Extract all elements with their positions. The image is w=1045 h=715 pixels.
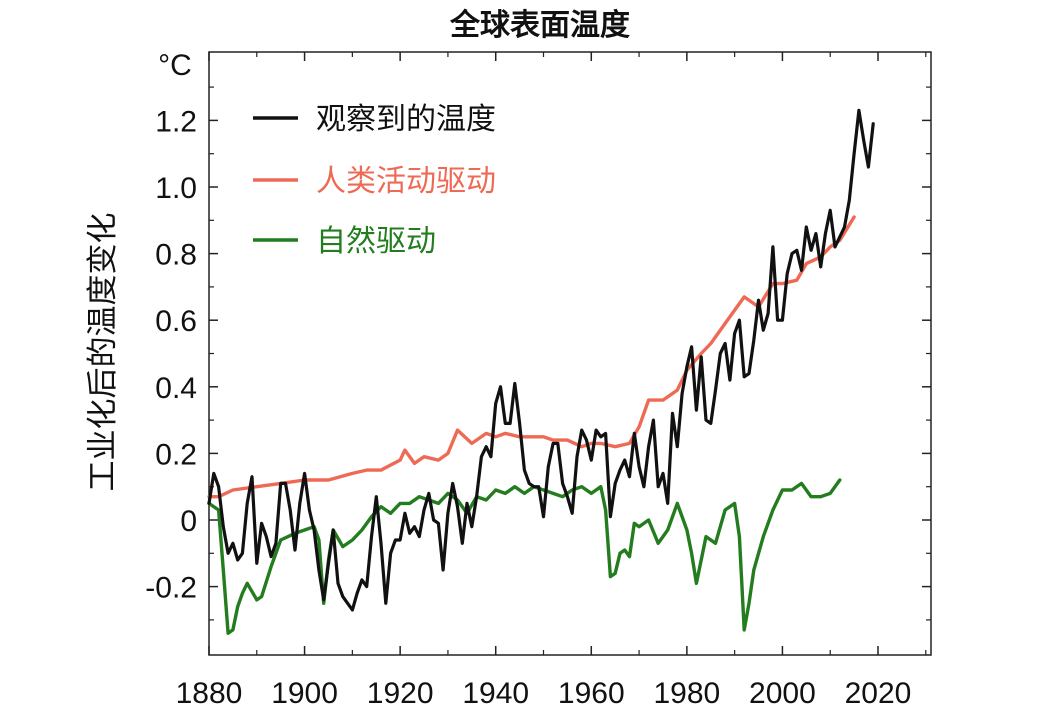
x-axis-ticks: 1880 1900 1920 1940 1960 1980 2000 2020 — [176, 52, 927, 710]
observed-temperature-line — [207, 108, 875, 612]
y-tick-label: 0.4 — [155, 372, 197, 405]
x-tick-label: 1880 — [176, 677, 243, 710]
y-tick-label: 0.8 — [155, 239, 197, 272]
y-axis-ticks: -0.2 0 0.2 0.4 0.6 0.8 1.0 1.2 — [145, 86, 931, 621]
y-tick-label: -0.2 — [145, 572, 197, 605]
legend-natural-label: 自然驱动 — [316, 224, 436, 259]
y-tick-label: 1.2 — [155, 105, 197, 138]
data-series — [207, 108, 875, 635]
x-tick-label: 1920 — [367, 677, 434, 710]
y-tick-label: 0.6 — [155, 305, 197, 338]
legend-human-label: 人类活动驱动 — [316, 164, 496, 199]
legend-observed-label: 观察到的温度 — [316, 102, 496, 137]
y-tick-label: 1.0 — [155, 172, 197, 205]
y-tick-label: 0.2 — [155, 438, 197, 471]
x-tick-label: 1980 — [653, 677, 720, 710]
x-tick-label: 2020 — [845, 677, 912, 710]
human-driven-line — [207, 215, 856, 499]
y-axis-unit: °C — [158, 49, 192, 82]
x-tick-label: 1900 — [271, 677, 338, 710]
y-axis-label: 工业化后的温度变化 — [85, 213, 121, 492]
x-tick-label: 1940 — [462, 677, 529, 710]
x-tick-label: 1960 — [558, 677, 625, 710]
natural-driven-line — [207, 478, 842, 635]
chart-title: 全球表面温度 — [449, 8, 630, 43]
x-tick-label: 2000 — [749, 677, 816, 710]
y-tick-label: 0 — [180, 505, 197, 538]
